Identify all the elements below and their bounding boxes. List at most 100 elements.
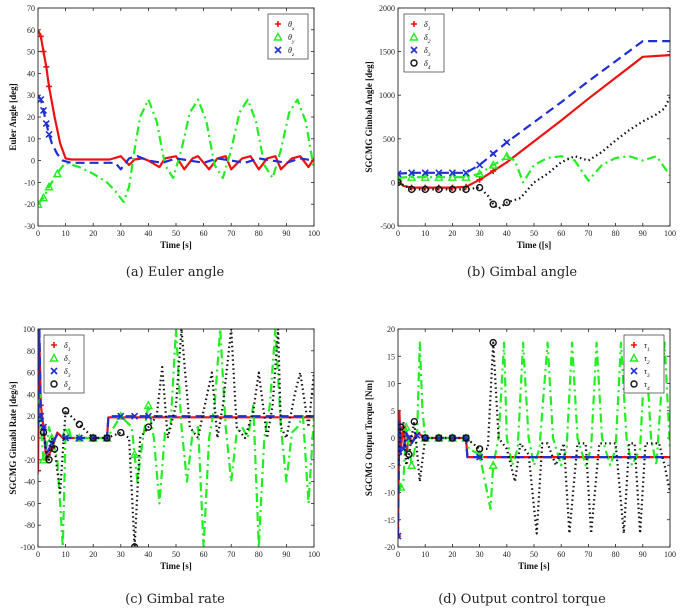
- y-tick-label: 100: [23, 325, 35, 334]
- marker-δ3: [38, 412, 45, 420]
- x-tick-label: 100: [664, 550, 676, 559]
- marker-δ4: [503, 198, 511, 207]
- x-tick-label: 20: [89, 550, 97, 559]
- θz: θz: [288, 46, 295, 58]
- y-tick-label: -30: [24, 222, 35, 231]
- marker-θy: [44, 181, 54, 191]
- marker-δ2: [502, 151, 512, 160]
- y-tick-label: -80: [24, 521, 35, 530]
- y-tick-label: 30: [27, 91, 35, 100]
- marker-δ1: [490, 168, 497, 175]
- marker-τ4: [448, 434, 457, 442]
- marker-δ2: [398, 173, 403, 182]
- x-tick-label: 80: [612, 229, 620, 238]
- x-tick-label: 20: [448, 550, 456, 559]
- x-tick-label: 100: [664, 229, 676, 238]
- y-tick-label: 40: [27, 390, 35, 399]
- y-tick-label: 500: [383, 135, 395, 144]
- chart-2: 0 10 20 30 40 50 60 70 80 90 100-50005001000150020…: [364, 4, 676, 250]
- x-tick-label: 10: [62, 550, 70, 559]
- x-tick-label: 20: [448, 229, 456, 238]
- marker-δ4: [144, 423, 153, 431]
- plot-frame: [397, 7, 671, 227]
- marker-θy: [38, 192, 49, 202]
- marker-τ3: [398, 532, 402, 540]
- series-δ3: [38, 329, 314, 456]
- marker-θz: [45, 130, 53, 139]
- marker-δ4: [475, 183, 484, 192]
- marker-δ3: [62, 434, 70, 442]
- x-tick-label: 60: [200, 229, 208, 238]
- series-θy: [38, 98, 314, 205]
- y-tick-label: 1500: [379, 48, 395, 57]
- y-tick-label: 80: [27, 347, 35, 356]
- legend-marker-δ1: [411, 21, 417, 27]
- legend-marker-δ2: [409, 32, 419, 41]
- θy: θy: [288, 33, 295, 45]
- marker-θx: [43, 63, 50, 70]
- x-tick-label: 30: [117, 229, 125, 238]
- legend-marker-δ3: [410, 46, 418, 54]
- x-tick-label: 70: [584, 550, 592, 559]
- y-tick-label: 40: [27, 69, 35, 78]
- marker-δ3: [408, 169, 416, 177]
- x-tick-label: 60: [200, 550, 208, 559]
- series-group: [398, 40, 670, 210]
- legend-marker-θz: [274, 46, 282, 54]
- marker-δ3: [448, 169, 456, 177]
- legend-marker-δ4: [410, 59, 418, 67]
- y-tick-label: -40: [24, 478, 35, 487]
- marker-θx: [40, 48, 47, 55]
- x-tick-label: 60: [557, 229, 565, 238]
- series-δ2: [38, 329, 314, 547]
- marker-τ4: [398, 423, 405, 431]
- y-tick-label: 70: [27, 4, 35, 13]
- series-θx: [38, 29, 314, 171]
- plot-frame: [37, 328, 315, 548]
- marker-δ3: [117, 412, 125, 420]
- y-tick-label: -5: [388, 461, 395, 470]
- y-tick-label: 20: [387, 325, 395, 334]
- y-tick-label: -60: [24, 499, 35, 508]
- series-δ3: [398, 40, 670, 175]
- caption-a: (a) Euler angle: [125, 265, 225, 280]
- y-tick-label: 1000: [379, 91, 395, 100]
- y-tick-label: 15: [387, 352, 395, 361]
- y-tick-label: -20: [24, 200, 35, 209]
- x-axis-label: Time [s]: [160, 240, 192, 250]
- x-tick-label: 80: [255, 550, 263, 559]
- marker-δ4: [448, 185, 457, 194]
- marker-δ2: [406, 172, 417, 181]
- ticks: 0 10 20 30 40 50 60 70 80 90 100 -30 -20 -10 0 10 20 30 40…: [24, 4, 320, 238]
- marker-τ4: [410, 417, 419, 426]
- τ4: τ4: [644, 380, 650, 392]
- x-tick-label: 100: [308, 550, 320, 559]
- marker-θz: [38, 95, 45, 104]
- marker-δ2: [488, 159, 498, 169]
- marker-δ3: [75, 434, 83, 442]
- y-tick-label: 20: [27, 412, 35, 421]
- x-tick-label: 0: [396, 229, 400, 238]
- series-group: [398, 338, 670, 540]
- legend-marker-δ3: [50, 367, 58, 375]
- marker-τ4: [421, 434, 429, 442]
- marker-δ3: [476, 161, 484, 169]
- δ4: δ4: [424, 59, 431, 71]
- marker-δ3: [421, 169, 429, 177]
- x-tick-label: 40: [144, 550, 152, 559]
- marker-δ1: [38, 467, 41, 474]
- marker-δ3: [503, 138, 511, 146]
- x-tick-label: 90: [639, 550, 647, 559]
- x-tick-label: 100: [308, 229, 320, 238]
- x-tick-label: 30: [476, 550, 484, 559]
- x-tick-label: 0: [36, 229, 40, 238]
- marker-δ3: [144, 412, 152, 420]
- marker-δ4: [61, 407, 70, 415]
- caption-c: (c) Gimbal rate: [125, 592, 225, 607]
- y-tick-label: -10: [384, 489, 395, 498]
- δ3: δ3: [64, 367, 71, 379]
- legend-marker-τ3: [630, 367, 638, 375]
